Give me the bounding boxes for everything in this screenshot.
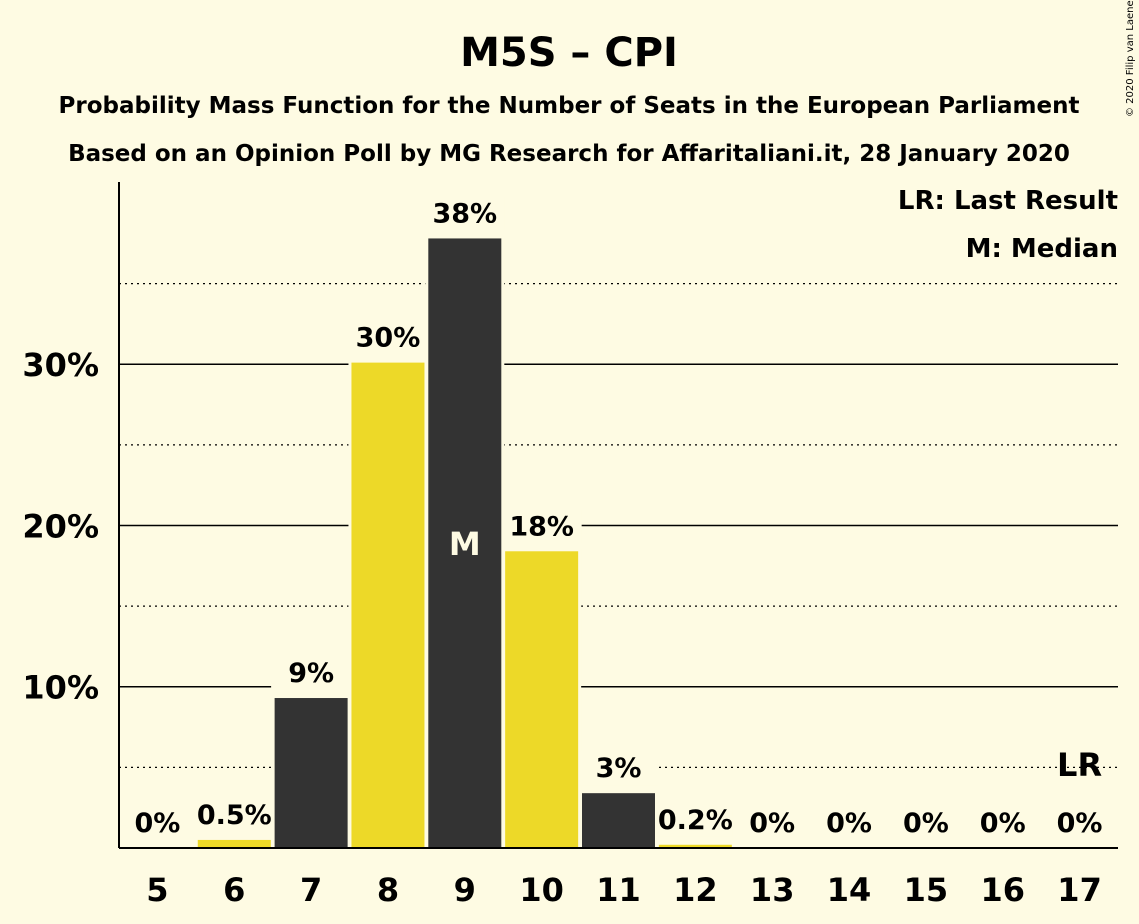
chart-subtitle-1: Probability Mass Function for the Number…	[59, 93, 1080, 119]
data-label-background	[194, 797, 275, 832]
x-tick-label: 14	[827, 871, 872, 909]
legend-median: M: Median	[966, 234, 1118, 264]
chart-subtitle-2: Based on an Opinion Poll by MG Research …	[68, 141, 1070, 167]
x-tick-label: 12	[673, 871, 718, 909]
x-tick-label: 17	[1057, 871, 1102, 909]
data-label: 0.2%	[658, 805, 733, 836]
data-label: 0%	[980, 808, 1026, 839]
data-label: 0.5%	[197, 800, 272, 831]
x-tick-label: 10	[519, 871, 564, 909]
data-label: 0%	[135, 808, 181, 839]
gridlines	[119, 282, 1118, 768]
x-tick-label: 5	[146, 871, 168, 909]
data-label: 38%	[432, 198, 497, 229]
data-labels: 0% 0.5% 9% 30% 38% M 18% 3% 0.2% 0% 0% 0% 0% 0% LR	[117, 196, 1120, 840]
legend-last-result: LR: Last Result	[898, 186, 1118, 216]
bar	[351, 362, 425, 848]
data-label: 30%	[356, 323, 421, 354]
x-tick-label: 9	[454, 871, 476, 909]
data-label: 0%	[903, 808, 949, 839]
x-tick-label: 11	[596, 871, 641, 909]
data-label: 3%	[596, 753, 642, 784]
data-label: 0%	[749, 808, 795, 839]
y-tick-label: 10%	[22, 669, 99, 707]
data-label: 0%	[826, 808, 872, 839]
data-label-background	[655, 802, 736, 837]
bar	[505, 551, 579, 848]
data-label-background	[962, 806, 1043, 840]
data-label-background	[809, 806, 890, 840]
x-tick-label: 6	[223, 871, 245, 909]
data-label-background	[347, 320, 428, 355]
data-label: 9%	[288, 658, 334, 689]
data-label-background	[424, 196, 505, 231]
data-label-background	[271, 656, 352, 691]
x-tick-label: 13	[750, 871, 795, 909]
data-label-background	[732, 806, 813, 840]
data-label-background	[501, 509, 582, 544]
data-label: 0%	[1057, 808, 1103, 839]
chart-title: M5S – CPI	[460, 30, 678, 76]
bars	[194, 235, 735, 848]
data-label-background	[1039, 806, 1120, 840]
x-tick-label: 8	[377, 871, 399, 909]
x-tick-label: 15	[904, 871, 949, 909]
x-tick-label: 7	[300, 871, 322, 909]
bar	[197, 839, 271, 848]
bar	[428, 238, 502, 848]
y-tick-label: 20%	[22, 507, 99, 545]
data-label-background	[578, 751, 659, 786]
y-tick-label: 30%	[22, 346, 99, 384]
x-axis-ticks: 5 6 7 8 9 10 11 12 13 14 15 16 17	[146, 871, 1102, 909]
median-marker: M	[449, 525, 481, 563]
data-label-background	[117, 806, 198, 840]
bar	[274, 698, 348, 848]
x-tick-label: 16	[980, 871, 1025, 909]
last-result-marker: LR	[1057, 746, 1102, 784]
data-label: 18%	[509, 511, 574, 542]
y-axis-ticks: 10% 20% 30%	[22, 346, 99, 707]
data-label-background	[885, 806, 966, 840]
copyright-credit: © 2020 Filip van Laenen	[1125, 0, 1136, 117]
bar	[658, 844, 732, 848]
bar	[582, 793, 655, 848]
